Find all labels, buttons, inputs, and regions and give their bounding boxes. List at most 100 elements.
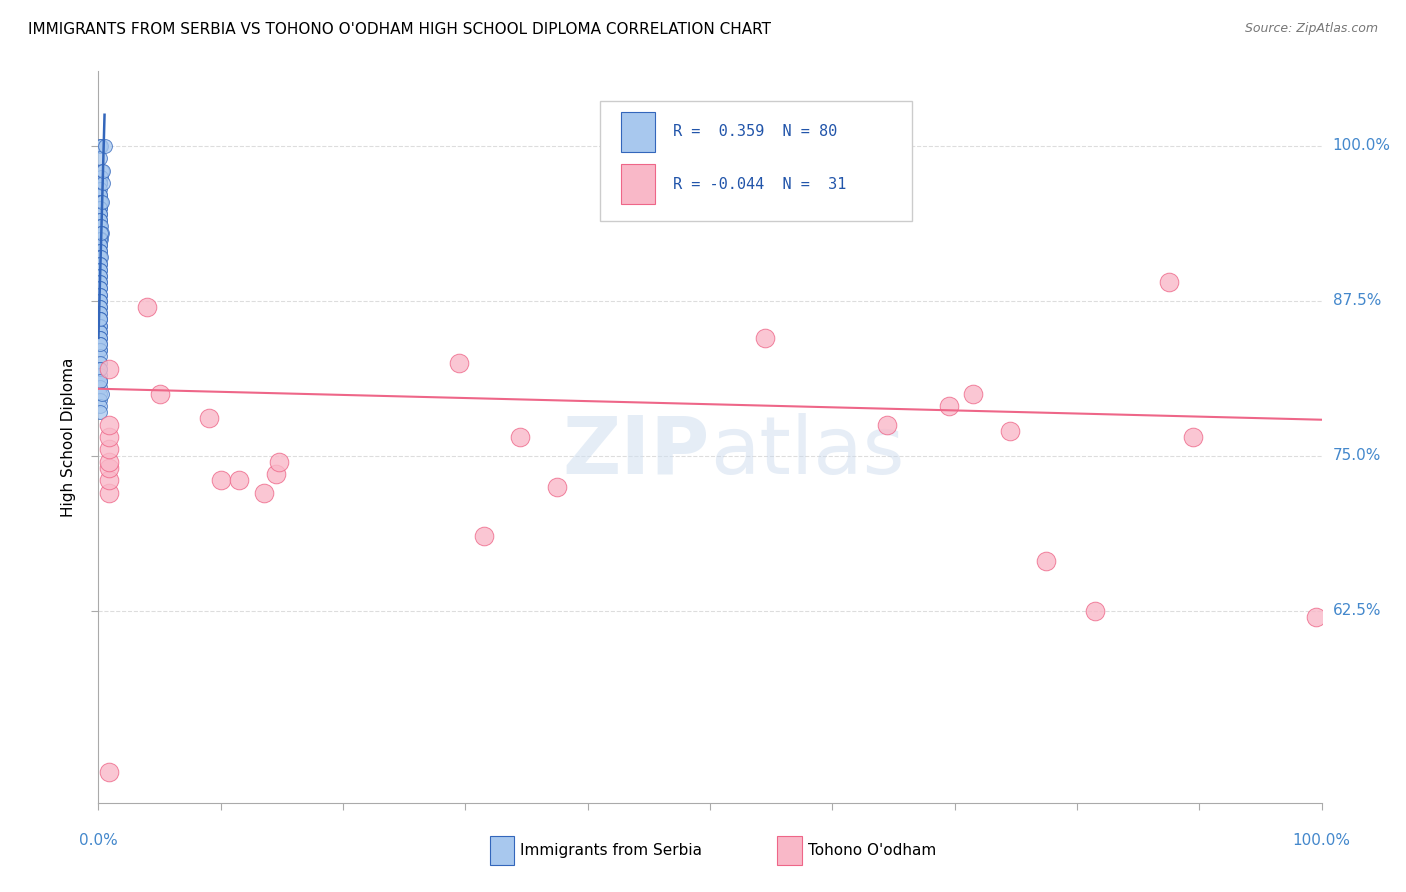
Point — [89, 176, 111, 190]
Point — [98, 362, 121, 376]
Point — [89, 281, 111, 295]
Point — [89, 350, 111, 364]
Point — [91, 163, 114, 178]
Point — [876, 417, 898, 432]
Point — [89, 262, 111, 277]
Text: 75.0%: 75.0% — [1333, 448, 1381, 463]
Point — [89, 287, 111, 301]
Point — [89, 232, 111, 246]
Point — [90, 169, 112, 184]
Point — [89, 182, 111, 196]
Point — [98, 430, 121, 444]
Point — [89, 275, 111, 289]
Point — [90, 138, 112, 153]
Bar — [620, 112, 655, 152]
Point — [89, 207, 111, 221]
Point — [89, 312, 111, 326]
Point — [90, 194, 112, 209]
Point — [89, 268, 111, 283]
Text: IMMIGRANTS FROM SERBIA VS TOHONO O'ODHAM HIGH SCHOOL DIPLOMA CORRELATION CHART: IMMIGRANTS FROM SERBIA VS TOHONO O'ODHAM… — [28, 22, 770, 37]
Point — [90, 232, 112, 246]
Point — [89, 293, 111, 308]
Point — [89, 207, 111, 221]
Text: 100.0%: 100.0% — [1292, 833, 1351, 848]
Point — [1084, 604, 1107, 618]
Point — [89, 287, 111, 301]
Point — [1157, 275, 1180, 289]
Point — [998, 424, 1021, 438]
Point — [89, 343, 111, 358]
Point — [89, 374, 111, 388]
Point — [89, 238, 111, 252]
Point — [91, 386, 114, 401]
Text: ZIP: ZIP — [562, 413, 710, 491]
Point — [962, 386, 984, 401]
Point — [89, 250, 111, 264]
Point — [89, 244, 111, 259]
Point — [209, 474, 232, 488]
Point — [89, 343, 111, 358]
Point — [89, 244, 111, 259]
Text: Immigrants from Serbia: Immigrants from Serbia — [520, 843, 703, 858]
Point — [89, 281, 111, 295]
Y-axis label: High School Diploma: High School Diploma — [60, 358, 76, 516]
Text: atlas: atlas — [710, 413, 904, 491]
Point — [89, 392, 111, 407]
Point — [89, 312, 111, 326]
Point — [89, 188, 111, 202]
Point — [89, 256, 111, 270]
Point — [93, 138, 115, 153]
Point — [91, 176, 114, 190]
Point — [89, 201, 111, 215]
Bar — [778, 836, 801, 865]
Point — [89, 268, 111, 283]
Point — [89, 219, 111, 234]
Point — [90, 226, 112, 240]
Point — [938, 399, 960, 413]
Point — [89, 293, 111, 308]
Point — [449, 356, 471, 370]
Point — [89, 306, 111, 320]
Point — [89, 362, 111, 376]
Point — [509, 430, 531, 444]
Point — [89, 250, 111, 264]
Point — [89, 176, 111, 190]
Bar — [489, 836, 515, 865]
Point — [89, 337, 111, 351]
Point — [1305, 610, 1327, 624]
Point — [91, 163, 114, 178]
Point — [89, 275, 111, 289]
Point — [89, 318, 111, 333]
Point — [89, 262, 111, 277]
Text: R =  0.359  N = 80: R = 0.359 N = 80 — [673, 124, 838, 139]
Point — [89, 306, 111, 320]
Point — [89, 331, 111, 345]
Point — [89, 337, 111, 351]
Point — [89, 374, 111, 388]
Point — [89, 213, 111, 227]
Point — [228, 474, 250, 488]
Point — [89, 380, 111, 394]
Point — [89, 331, 111, 345]
Point — [98, 461, 121, 475]
Point — [89, 138, 111, 153]
Point — [89, 238, 111, 252]
Point — [89, 325, 111, 339]
Point — [89, 368, 111, 383]
Point — [89, 386, 111, 401]
Point — [98, 455, 121, 469]
Point — [90, 226, 112, 240]
Point — [98, 486, 121, 500]
Text: 62.5%: 62.5% — [1333, 603, 1381, 618]
Point — [91, 194, 114, 209]
Text: 0.0%: 0.0% — [79, 833, 118, 848]
Point — [269, 455, 291, 469]
Point — [89, 318, 111, 333]
Point — [136, 300, 159, 314]
Point — [89, 312, 111, 326]
Point — [89, 405, 111, 419]
Point — [252, 486, 274, 500]
Point — [264, 467, 287, 482]
Point — [89, 325, 111, 339]
Text: R = -0.044  N =  31: R = -0.044 N = 31 — [673, 177, 846, 192]
